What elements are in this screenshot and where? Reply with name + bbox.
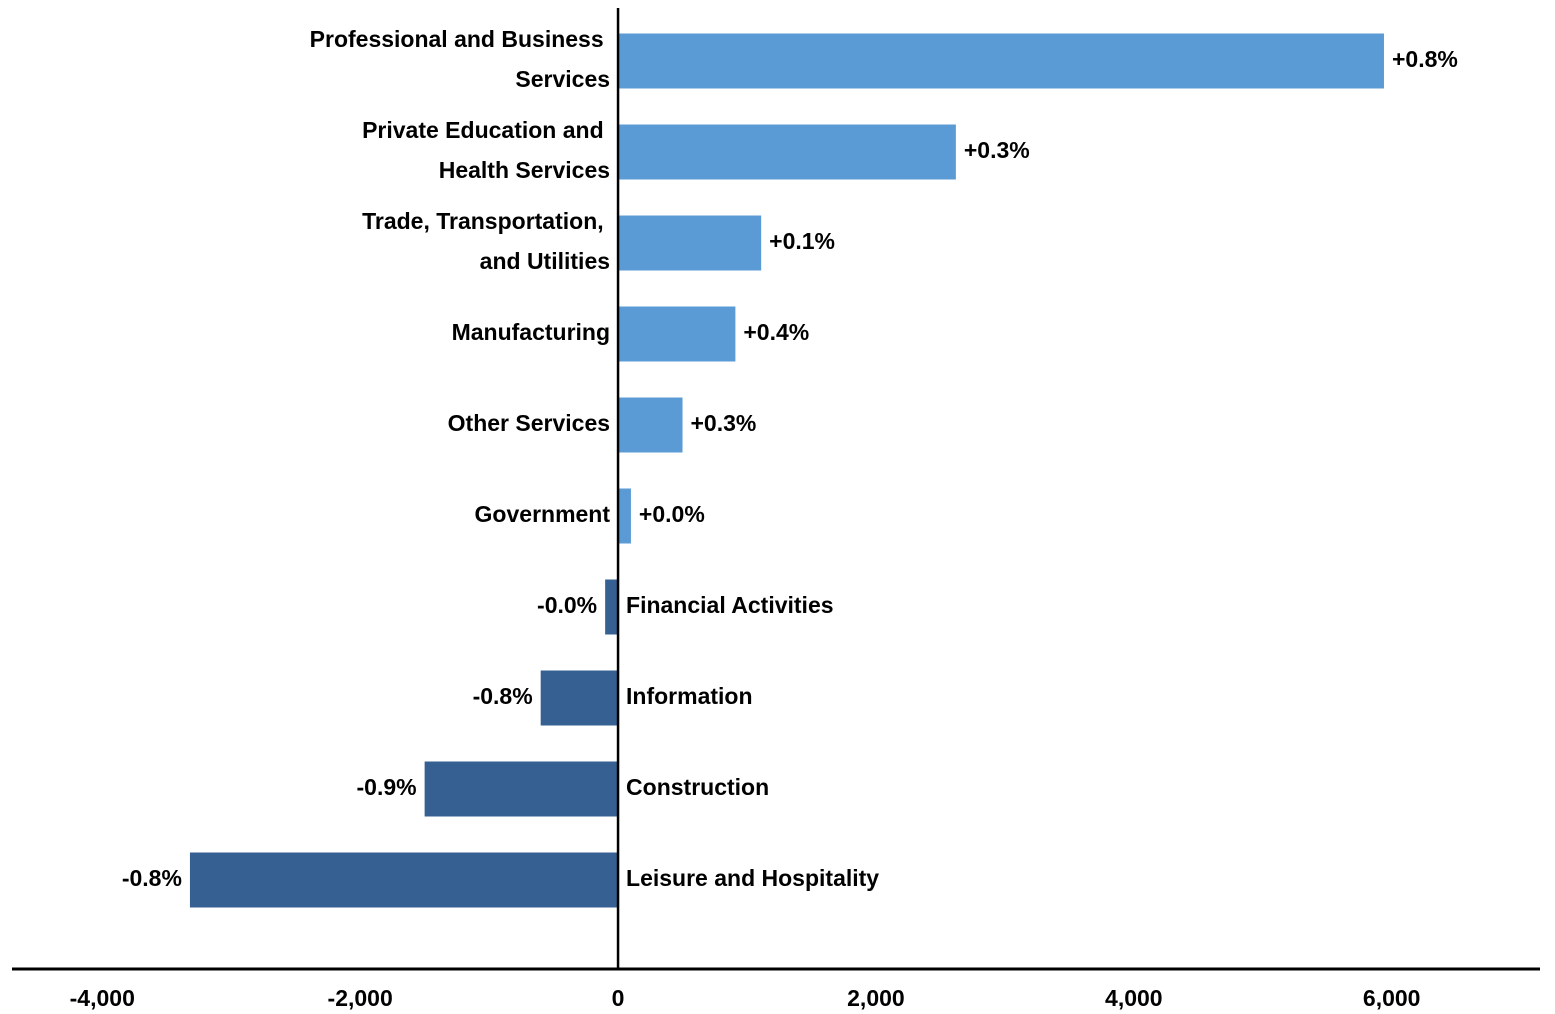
- x-tick-label: 4,000: [1105, 985, 1163, 1011]
- x-tick-label: 0: [612, 985, 625, 1011]
- value-label: -0.8%: [473, 683, 533, 709]
- category-label: Manufacturing: [452, 319, 610, 345]
- bar: [618, 488, 631, 544]
- value-label: +0.3%: [964, 137, 1030, 163]
- bar: [618, 397, 683, 453]
- value-label: +0.3%: [691, 410, 757, 436]
- category-label: Trade, Transportation, and Utilities: [362, 208, 610, 274]
- value-label: +0.0%: [639, 501, 705, 527]
- category-label: Professional and Business Services: [310, 26, 610, 92]
- value-label: -0.8%: [122, 865, 182, 891]
- value-label: +0.1%: [769, 228, 835, 254]
- bar: [618, 306, 736, 362]
- category-label: Government: [475, 501, 611, 527]
- category-label: Information: [626, 683, 753, 709]
- category-label: Leisure and Hospitality: [626, 865, 879, 891]
- bar: [605, 579, 619, 635]
- category-label: Private Education and Health Services: [362, 117, 610, 183]
- x-tick-label: -4,000: [70, 985, 135, 1011]
- bar: [618, 124, 956, 180]
- bar: [618, 215, 762, 271]
- category-label: Financial Activities: [626, 592, 834, 618]
- bar: [540, 670, 619, 726]
- value-label: -0.0%: [537, 592, 597, 618]
- value-label: +0.4%: [743, 319, 809, 345]
- bar: [189, 852, 619, 908]
- bar: [618, 33, 1384, 89]
- bar: [424, 761, 619, 817]
- category-label: Other Services: [448, 410, 610, 436]
- value-label: +0.8%: [1392, 46, 1458, 72]
- x-tick-label: -2,000: [328, 985, 393, 1011]
- value-label: -0.9%: [357, 774, 417, 800]
- x-tick-label: 6,000: [1363, 985, 1421, 1011]
- category-label: Construction: [626, 774, 769, 800]
- x-tick-label: 2,000: [847, 985, 905, 1011]
